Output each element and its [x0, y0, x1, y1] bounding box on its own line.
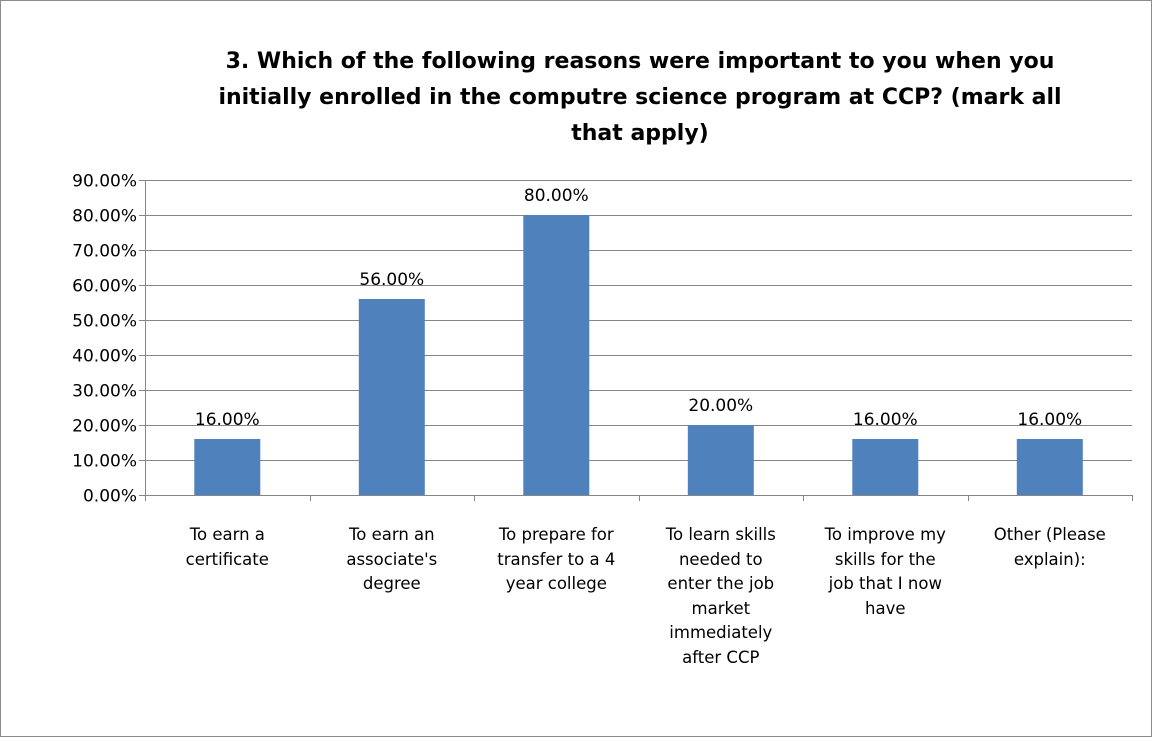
x-category-label: To learn skills needed to enter the job mar… — [646, 523, 796, 670]
y-axis-ticks: 0.00% 10.00% 20.00% 30.00% 40.00% 50.00% 60.00… — [72, 172, 145, 507]
x-category-label-line: after CCP — [682, 647, 760, 667]
x-category-label-line: associate's — [346, 549, 438, 569]
data-label: 16.00% — [853, 410, 918, 430]
bar — [1016, 439, 1083, 495]
x-category-label-line: To prepare for — [498, 525, 614, 544]
x-category-label: To earn a certificate — [152, 523, 302, 572]
data-label: 20.00% — [688, 396, 753, 416]
x-category-label-line: To earn an — [348, 525, 435, 544]
data-label: 80.00% — [524, 186, 589, 206]
x-category-label-line: have — [865, 598, 906, 618]
x-category-label-line: enter the job — [667, 574, 775, 593]
y-tick-label: 20.00% — [72, 417, 137, 437]
x-category-label-line: immediately — [669, 623, 773, 642]
axes — [145, 180, 1133, 501]
bar — [687, 425, 754, 495]
bars — [194, 215, 1083, 495]
x-category-label-line: certificate — [185, 549, 269, 569]
y-tick-label: 50.00% — [72, 312, 137, 332]
y-tick-label: 70.00% — [72, 242, 137, 262]
bar — [852, 439, 919, 495]
x-category-label-line: year college — [505, 574, 607, 593]
x-category-label-line: needed to — [678, 549, 763, 569]
x-category-label: To improve my skills for the job that I no… — [810, 523, 960, 621]
gridlines — [145, 180, 1132, 461]
y-tick-label: 80.00% — [72, 207, 137, 227]
x-category-label-line: To learn skills — [665, 525, 776, 544]
y-tick-label: 30.00% — [72, 382, 137, 402]
y-tick-label: 60.00% — [72, 277, 137, 297]
x-category-label-line: skills for the — [834, 549, 936, 569]
y-tick-label: 0.00% — [83, 487, 137, 507]
x-category-label-line: To improve my — [824, 525, 946, 544]
x-category-label-line: Other (Please — [993, 525, 1106, 544]
y-tick-label: 40.00% — [72, 347, 137, 367]
x-category-label-line: explain): — [1013, 549, 1086, 569]
bar — [194, 439, 261, 495]
y-tick-label: 90.00% — [72, 172, 137, 192]
data-labels: 16.00% 56.00% 80.00% 20.00% 16.00% 16.00% — [195, 186, 1082, 430]
x-category-label-line: To earn a — [189, 525, 265, 544]
y-tick-label: 10.00% — [72, 452, 137, 472]
x-category-label-line: job that I now — [828, 574, 942, 593]
bar — [358, 299, 425, 495]
data-label: 16.00% — [195, 410, 260, 430]
data-label: 16.00% — [1017, 410, 1082, 430]
x-category-label: To prepare for transfer to a 4 year colleg… — [481, 523, 631, 597]
x-category-label-line: market — [691, 598, 751, 618]
data-label: 56.00% — [359, 270, 424, 290]
x-category-label: To earn an associate's degree — [317, 523, 467, 597]
chart-title: 3. Which of the following reasons were i… — [218, 49, 1062, 146]
x-category-label-line: degree — [362, 574, 421, 593]
x-category-label: Other (Please explain): — [975, 523, 1125, 572]
bar — [523, 215, 590, 495]
x-category-label-line: transfer to a 4 — [497, 549, 616, 569]
